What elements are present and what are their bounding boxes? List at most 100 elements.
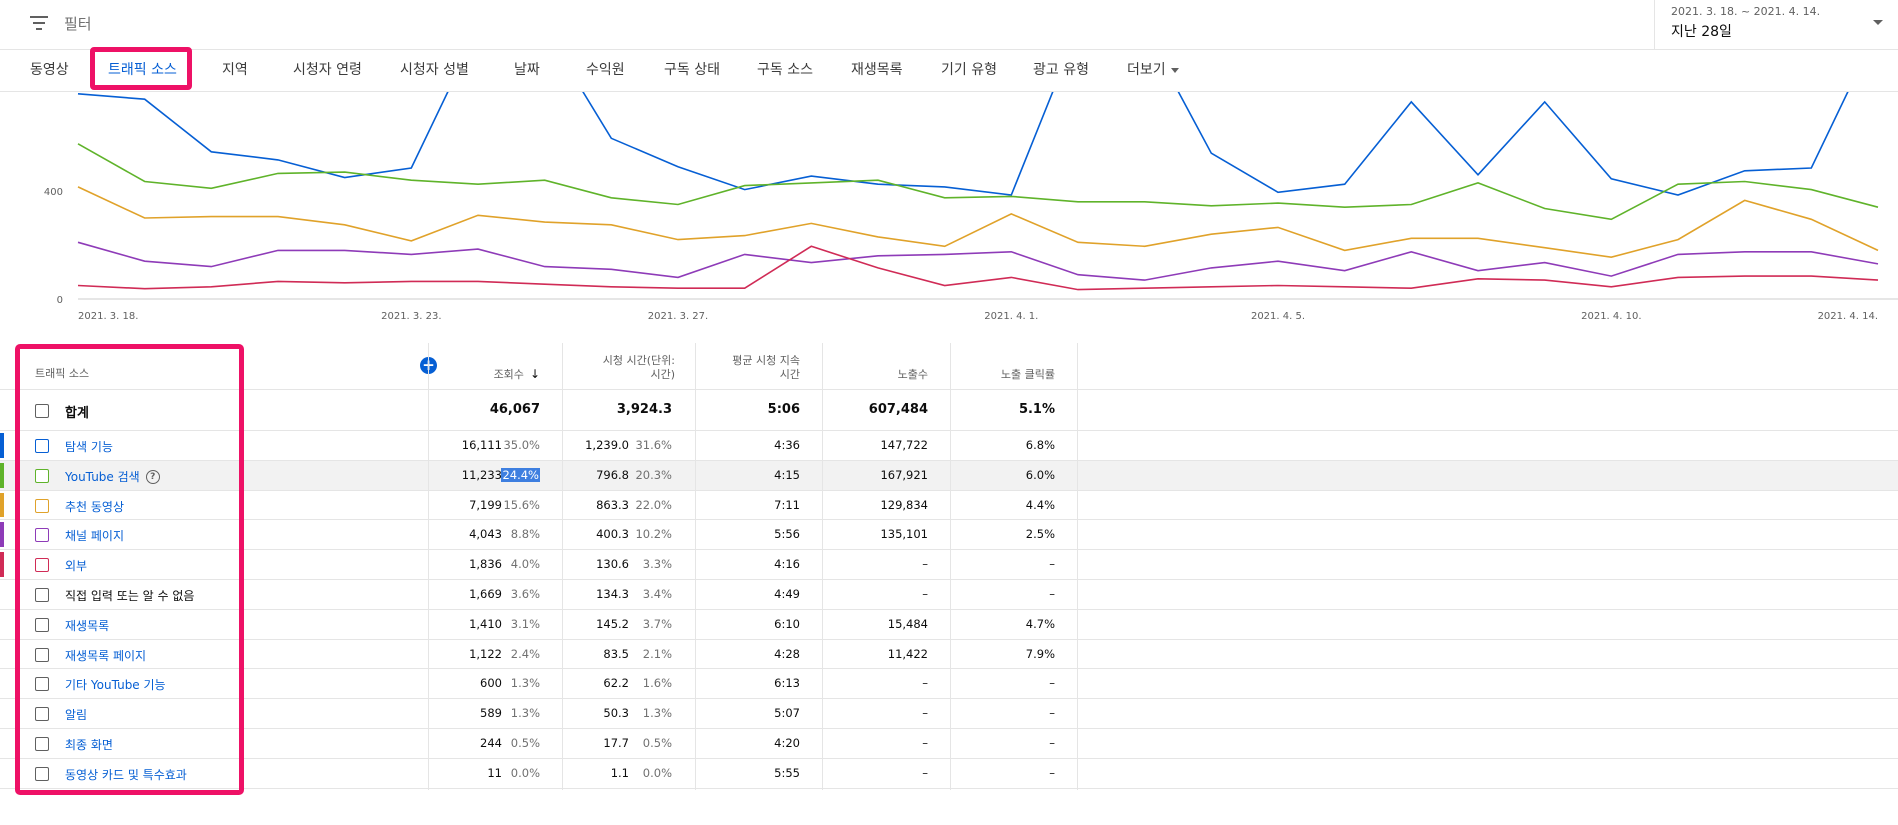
tab-0[interactable]: 동영상 xyxy=(30,49,69,91)
ctr-value: 2.5% xyxy=(1025,527,1055,542)
row-checkbox[interactable] xyxy=(35,528,49,543)
ctr-value: 6.8% xyxy=(1025,438,1055,452)
header-avg-duration[interactable]: 평균 시청 지속 시간 xyxy=(700,354,800,400)
table-row[interactable]: 직접 입력 또는 알 수 없음 1,669 3.6% 134.3 3.4% 4:49 – – xyxy=(0,580,1898,610)
series-color-indicator xyxy=(0,492,4,518)
tab-1[interactable]: 트래픽 소스 xyxy=(108,49,177,91)
chevron-down-icon xyxy=(1873,20,1883,25)
table-row[interactable]: 최종 화면 244 0.5% 17.7 0.5% 4:20 – – xyxy=(0,729,1898,759)
source-name-link[interactable]: YouTube 검색? xyxy=(65,468,160,485)
views-percent: 1.3% xyxy=(510,706,540,721)
watch-time-percent: 3.3% xyxy=(642,557,672,572)
impressions-value: – xyxy=(922,557,928,572)
tab-2[interactable]: 지역 xyxy=(222,49,248,91)
row-checkbox[interactable] xyxy=(35,766,49,781)
tab-label: 재생목록 xyxy=(851,62,903,78)
table-row[interactable]: 추천 동영상 7,199 15.6% 863.3 22.0% 7:11 129,834 4.4… xyxy=(0,491,1898,521)
table-row[interactable]: 채널 페이지 4,043 8.8% 400.3 10.2% 5:56 135,101 2.5% xyxy=(0,520,1898,551)
table-row[interactable]: 탐색 기능 16,111 35.0% 1,239.0 31.6% 4:36 147,722 6… xyxy=(0,431,1898,461)
tab-4[interactable]: 시청자 성별 xyxy=(400,49,469,91)
header-impressions[interactable]: 노출수 xyxy=(897,368,928,381)
source-name-link[interactable]: 외부 xyxy=(65,557,87,574)
avg-duration-value: 4:36 xyxy=(774,438,800,452)
row-checkbox[interactable] xyxy=(35,588,49,602)
tab-8[interactable]: 구독 소스 xyxy=(757,49,813,91)
tab-label: 지역 xyxy=(222,62,248,78)
header-watch-time[interactable]: 시청 시간(단위: 시간) xyxy=(560,354,675,400)
views-value: 1,669 xyxy=(469,587,502,601)
tab-7[interactable]: 구독 상태 xyxy=(664,49,720,91)
total-label: 합계 xyxy=(65,406,89,421)
views-value: 1,410 xyxy=(469,616,502,631)
total-checkbox[interactable] xyxy=(35,404,49,418)
header-views[interactable]: 조회수 ↓ xyxy=(430,367,540,413)
filter-icon[interactable] xyxy=(30,16,48,30)
table-row[interactable]: 동영상 카드 및 특수효과 11 0.0% 1.1 0.0% 5:55 – – xyxy=(0,759,1898,789)
header-traffic-source[interactable]: 트래픽 소스 xyxy=(35,367,90,380)
row-checkbox[interactable] xyxy=(35,439,49,453)
table-row[interactable]: 외부 1,836 4.0% 130.6 3.3% 4:16 – – xyxy=(0,550,1898,580)
table-row[interactable]: 기타 YouTube 기능 600 1.3% 62.2 1.6% 6:13 – – xyxy=(0,669,1898,700)
tab-label: 구독 소스 xyxy=(757,62,813,78)
views-percent: 3.6% xyxy=(510,587,540,601)
row-checkbox[interactable] xyxy=(35,707,49,722)
total-views: 46,067 xyxy=(489,402,540,417)
row-checkbox[interactable] xyxy=(35,498,49,513)
watch-time-value: 400.3 xyxy=(596,527,629,542)
x-tick-label: 2021. 4. 5. xyxy=(1251,311,1305,322)
row-checkbox[interactable] xyxy=(35,468,49,483)
source-name-link[interactable]: 동영상 카드 및 특수효과 xyxy=(65,766,187,783)
impressions-value: – xyxy=(922,587,928,601)
row-checkbox[interactable] xyxy=(35,737,49,751)
x-tick-label: 2021. 3. 27. xyxy=(648,311,708,322)
ctr-value: 6.0% xyxy=(1025,467,1055,482)
date-range-selector[interactable]: 2021. 3. 18. ~ 2021. 4. 14. 지난 28일 xyxy=(1654,0,1898,49)
impressions-value: 129,834 xyxy=(880,497,928,512)
views-value: 4,043 xyxy=(469,527,502,542)
row-checkbox[interactable] xyxy=(35,558,49,573)
source-name-link[interactable]: 최종 화면 xyxy=(65,736,113,753)
source-name-link[interactable]: 추천 동영상 xyxy=(65,498,124,515)
total-watch-time: 3,924.3 xyxy=(616,402,672,417)
tab-11[interactable]: 광고 유형 xyxy=(1033,49,1089,91)
avg-duration-value: 5:56 xyxy=(774,527,800,542)
series-line-4 xyxy=(77,245,1879,291)
source-name: YouTube 검색 xyxy=(65,469,140,484)
source-name-link[interactable]: 직접 입력 또는 알 수 없음 xyxy=(65,587,194,604)
help-icon[interactable]: ? xyxy=(145,470,160,485)
source-name-link[interactable]: 기타 YouTube 기능 xyxy=(65,676,166,693)
source-name-link[interactable]: 재생목록 xyxy=(65,617,109,634)
views-value: 1,836 xyxy=(469,557,502,572)
table-row[interactable]: 재생목록 페이지 1,122 2.4% 83.5 2.1% 4:28 11,422 7.9% xyxy=(0,640,1898,670)
source-name-link[interactable]: 알림 xyxy=(65,706,87,723)
watch-time-percent: 2.1% xyxy=(642,646,672,661)
table-row[interactable]: 재생목록 1,410 3.1% 145.2 3.7% 6:10 15,484 4.7% xyxy=(0,610,1898,640)
avg-duration-value: 7:11 xyxy=(774,497,800,512)
views-value: 16,111 xyxy=(461,438,502,452)
tab-3[interactable]: 시청자 연령 xyxy=(293,49,362,91)
row-checkbox[interactable] xyxy=(35,617,49,632)
watch-time-percent: 10.2% xyxy=(635,527,672,542)
filter-input[interactable]: 필터 xyxy=(64,15,92,33)
tab-12[interactable]: 더보기 xyxy=(1127,49,1179,91)
tab-5[interactable]: 날짜 xyxy=(514,49,540,91)
traffic-chart: 0 400 2021. 3. 18. 2021. 3. 23. 2021. 3. 27.… xyxy=(44,92,1898,322)
source-name-link[interactable]: 채널 페이지 xyxy=(65,527,124,544)
table-row[interactable]: 알림 589 1.3% 50.3 1.3% 5:07 – – xyxy=(0,699,1898,729)
watch-time-value: 83.5 xyxy=(603,646,629,661)
ctr-value: – xyxy=(1049,736,1055,750)
impressions-value: – xyxy=(922,706,928,721)
tab-6[interactable]: 수익원 xyxy=(586,49,625,91)
impressions-value: 11,422 xyxy=(887,646,928,661)
source-name-link[interactable]: 탐색 기능 xyxy=(65,438,113,455)
source-name-link[interactable]: 재생목록 페이지 xyxy=(65,647,146,664)
watch-time-percent: 20.3% xyxy=(635,467,672,482)
views-value: 600 xyxy=(480,676,502,691)
tab-9[interactable]: 재생목록 xyxy=(851,49,903,91)
header-ctr[interactable]: 노출 클릭률 xyxy=(1000,368,1055,381)
row-checkbox[interactable] xyxy=(35,677,49,692)
source-name: 동영상 카드 및 특수효과 xyxy=(65,767,187,782)
row-checkbox[interactable] xyxy=(35,647,49,662)
table-row[interactable]: YouTube 검색? 11,233 24.4% 796.8 20.3% 4:15 167,… xyxy=(0,460,1898,491)
tab-10[interactable]: 기기 유형 xyxy=(941,49,997,91)
